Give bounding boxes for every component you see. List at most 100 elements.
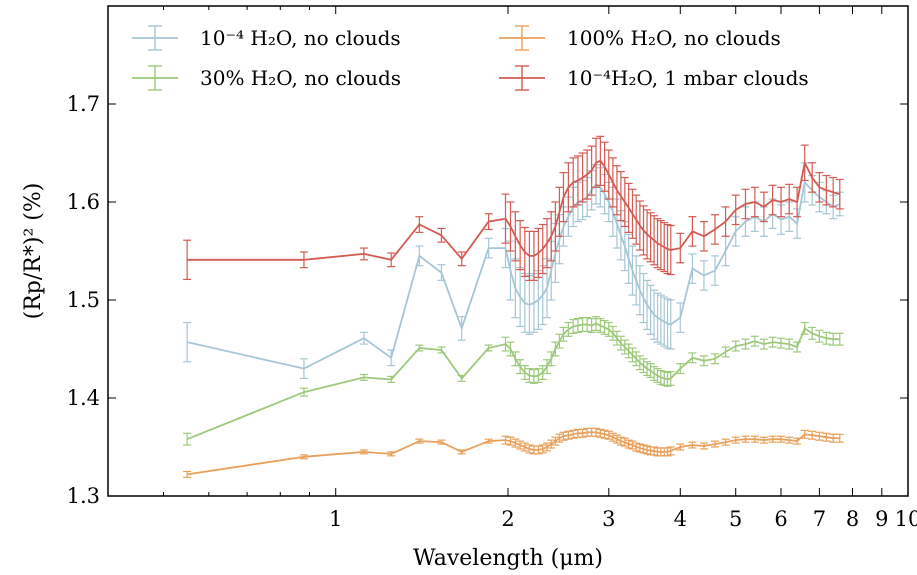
error-bar xyxy=(660,221,669,273)
error-bar xyxy=(721,206,730,237)
error-bar xyxy=(484,438,493,444)
error-bar xyxy=(800,321,809,335)
y-tick-label: 1.5 xyxy=(67,288,100,312)
x-tick-label: 9 xyxy=(875,507,888,531)
error-bar xyxy=(555,186,564,237)
error-bar xyxy=(721,346,730,358)
error-bar xyxy=(559,326,568,342)
error-bar xyxy=(604,430,613,440)
error-bar xyxy=(604,149,613,200)
error-bar xyxy=(620,437,629,447)
error-bar xyxy=(387,375,396,383)
error-bar xyxy=(551,436,560,446)
error-bar xyxy=(666,446,675,456)
error-bar xyxy=(529,368,538,384)
error-bar xyxy=(534,270,543,330)
error-bar xyxy=(592,427,601,437)
error-bar xyxy=(643,279,652,330)
error-bar xyxy=(608,157,617,208)
legend-label: 10⁻⁴H₂O, 1 mbar clouds xyxy=(567,66,809,90)
series-group xyxy=(183,427,844,478)
error-bar xyxy=(699,260,708,291)
error-bar xyxy=(815,431,824,441)
error-bar xyxy=(800,429,809,439)
x-tick-label: 6 xyxy=(774,507,787,531)
error-bar xyxy=(538,444,547,454)
error-bar xyxy=(711,353,720,365)
error-bar xyxy=(534,227,543,279)
error-bar xyxy=(359,331,368,345)
error-bar xyxy=(569,429,578,439)
y-tick-label: 1.7 xyxy=(67,92,100,116)
x-tick-label: 3 xyxy=(602,507,615,531)
error-bar xyxy=(596,135,605,186)
error-bar xyxy=(511,351,520,367)
error-bar xyxy=(569,157,578,208)
error-bar xyxy=(457,251,466,267)
error-bar xyxy=(628,245,637,296)
error-bar xyxy=(632,351,641,367)
error-bar xyxy=(815,329,824,343)
error-bar xyxy=(643,209,652,260)
error-bar xyxy=(676,232,685,264)
error-bar xyxy=(516,220,525,271)
error-bar xyxy=(688,441,697,449)
error-bar xyxy=(516,359,525,375)
error-bar xyxy=(501,193,510,244)
y-tick-label: 1.6 xyxy=(67,190,100,214)
series-line xyxy=(186,180,841,370)
y-tick-label: 1.4 xyxy=(67,386,100,410)
error-bar xyxy=(688,216,697,247)
error-bar xyxy=(632,255,641,306)
error-bar xyxy=(457,316,466,341)
error-bar xyxy=(721,235,730,267)
legend-entry: 10⁻⁴ H₂O, no clouds xyxy=(132,25,401,51)
error-bar xyxy=(604,321,613,337)
error-bar xyxy=(835,433,844,443)
error-bar xyxy=(660,296,669,347)
error-bar xyxy=(501,435,510,445)
error-bar xyxy=(808,162,817,193)
error-bar xyxy=(612,434,621,444)
error-bar xyxy=(688,253,697,284)
error-bar xyxy=(628,440,637,450)
error-bar xyxy=(656,220,665,271)
error-bar xyxy=(628,188,637,239)
error-bar xyxy=(650,215,659,266)
error-bar xyxy=(777,435,786,443)
error-bar xyxy=(666,370,675,386)
error-bar xyxy=(534,368,543,383)
error-bar xyxy=(484,237,493,259)
error-bar xyxy=(437,227,446,243)
error-bar xyxy=(639,205,648,256)
error-bar xyxy=(676,302,685,333)
error-bar xyxy=(620,176,629,228)
error-bar xyxy=(711,440,720,448)
error-bar xyxy=(711,214,720,245)
error-bar xyxy=(534,445,543,455)
error-bar xyxy=(520,226,529,278)
error-bar xyxy=(793,437,802,445)
error-bar xyxy=(520,442,529,452)
error-bar xyxy=(785,436,794,444)
error-bar xyxy=(699,442,708,450)
legend-entry: 30% H₂O, no clouds xyxy=(132,65,401,91)
error-bar xyxy=(525,444,534,454)
error-bar xyxy=(183,321,192,363)
error-bar xyxy=(506,201,515,252)
x-tick-label: 8 xyxy=(846,507,859,531)
error-bar xyxy=(793,186,802,218)
error-bar xyxy=(759,338,768,350)
error-bar xyxy=(578,428,587,438)
error-bar xyxy=(538,265,547,326)
error-bar xyxy=(646,363,655,379)
series-group xyxy=(183,162,844,379)
error-bar xyxy=(616,171,625,222)
error-bar xyxy=(457,449,466,455)
error-bar xyxy=(646,212,655,263)
error-bar xyxy=(583,317,592,332)
error-bar xyxy=(592,316,601,331)
error-bar xyxy=(600,429,609,439)
error-bar xyxy=(808,326,817,340)
x-axis-ticks: 1 2 3 4 5 6 7 8 9 10 xyxy=(163,6,917,531)
